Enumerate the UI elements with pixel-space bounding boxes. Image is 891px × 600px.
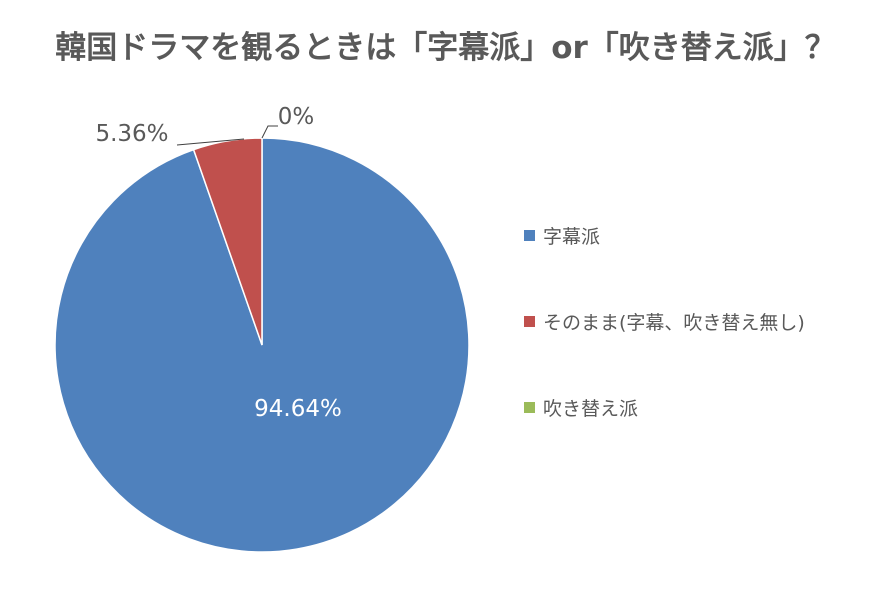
legend-label-2: そのまま(字幕、吹き替え無し): [543, 312, 805, 334]
legend-item-3: 吹き替え派: [524, 394, 638, 421]
legend-label-3: 吹き替え派: [543, 398, 639, 420]
leader-line-2: [176, 138, 245, 146]
legend-label-1: 字幕派: [543, 226, 601, 248]
data-label-1: 94.64%: [254, 396, 342, 422]
legend-item-1: 字幕派: [524, 222, 600, 249]
leader-lines: [176, 125, 278, 146]
legend-swatch-2: [524, 316, 535, 327]
data-label-3: 0%: [278, 104, 315, 130]
data-labels: 94.64% 5.36% 0%: [95, 104, 341, 422]
data-label-2: 5.36%: [95, 121, 168, 147]
pie-slices: [54, 137, 470, 553]
chart-title: 韓国ドラマを観るときは「字幕派」or「吹き替え派」？: [55, 30, 836, 66]
legend-swatch-1: [524, 230, 535, 241]
legend-item-2: そのまま(字幕、吹き替え無し): [524, 308, 805, 335]
leader-line-3: [261, 125, 278, 139]
legend-swatch-3: [524, 402, 535, 413]
